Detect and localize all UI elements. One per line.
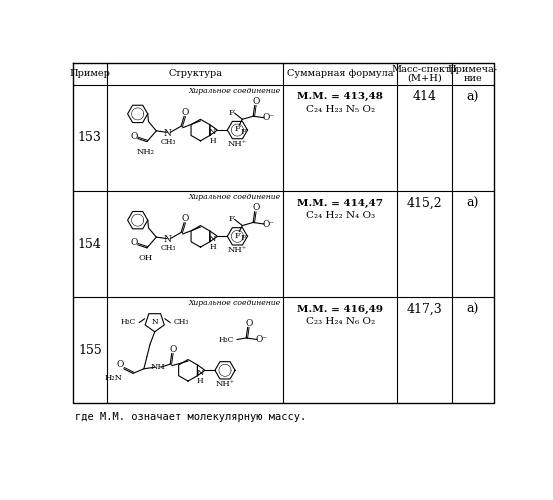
Text: H₃C: H₃C	[218, 336, 234, 344]
Text: F: F	[234, 232, 241, 239]
Text: C₂₄ H₂₂ N₄ O₃: C₂₄ H₂₂ N₄ O₃	[306, 211, 375, 220]
Text: O⁻: O⁻	[263, 114, 275, 122]
Text: O: O	[181, 214, 189, 223]
Text: 414: 414	[413, 90, 436, 104]
Text: O: O	[131, 132, 138, 140]
Text: М.М. = 416,49: М.М. = 416,49	[297, 305, 383, 314]
Text: O: O	[246, 319, 253, 328]
Text: N: N	[152, 318, 158, 326]
Text: 155: 155	[78, 344, 102, 357]
Text: М.М. = 413,48: М.М. = 413,48	[298, 92, 383, 102]
Text: N: N	[196, 368, 204, 376]
Text: NH₂: NH₂	[137, 148, 154, 156]
Text: H₂N: H₂N	[104, 374, 122, 382]
Text: N: N	[209, 128, 216, 136]
Text: 415,2: 415,2	[406, 196, 442, 209]
Text: F: F	[241, 128, 247, 136]
Text: Примеча-: Примеча-	[448, 64, 498, 74]
Text: N: N	[164, 235, 172, 244]
Text: а): а)	[467, 196, 479, 209]
Text: O⁻: O⁻	[255, 335, 268, 344]
Text: H₃C: H₃C	[121, 318, 136, 326]
Text: 153: 153	[78, 132, 102, 144]
Text: CH₃: CH₃	[173, 318, 189, 326]
Text: H: H	[197, 377, 204, 385]
Text: CH₃: CH₃	[160, 244, 176, 252]
Text: NH⁺: NH⁺	[228, 140, 247, 148]
Text: H: H	[209, 137, 216, 145]
Text: C₂₃ H₂₄ N₆ O₂: C₂₃ H₂₄ N₆ O₂	[306, 318, 375, 326]
Text: а): а)	[467, 303, 479, 316]
Text: где М.М. означает молекулярную массу.: где М.М. означает молекулярную массу.	[75, 412, 306, 422]
Text: F: F	[228, 216, 234, 224]
Text: N: N	[209, 234, 216, 242]
Text: ние: ние	[463, 74, 482, 83]
Text: CH₃: CH₃	[160, 138, 176, 145]
Text: O: O	[253, 97, 260, 106]
Text: Хиральное соединение: Хиральное соединение	[188, 193, 280, 201]
Text: N: N	[164, 128, 172, 138]
Text: Суммарная формула: Суммарная формула	[287, 70, 394, 78]
Text: а): а)	[467, 90, 479, 104]
Text: O: O	[131, 238, 138, 247]
Text: Хиральное соединение: Хиральное соединение	[188, 300, 280, 308]
Text: NH: NH	[150, 363, 165, 371]
Text: Хиральное соединение: Хиральное соединение	[188, 87, 280, 95]
Text: H: H	[209, 243, 216, 251]
Text: (М+Н): (М+Н)	[407, 74, 442, 83]
Text: O: O	[181, 108, 189, 117]
Text: C₂₄ H₂₃ N₅ O₂: C₂₄ H₂₃ N₅ O₂	[306, 105, 375, 114]
Text: NH⁺: NH⁺	[216, 380, 234, 388]
Text: Масс-спектр: Масс-спектр	[392, 64, 457, 74]
Text: OH: OH	[138, 254, 153, 262]
Text: 417,3: 417,3	[406, 303, 442, 316]
Text: М.М. = 414,47: М.М. = 414,47	[297, 198, 383, 207]
Text: 154: 154	[78, 238, 102, 250]
Text: NH⁺: NH⁺	[228, 246, 247, 254]
Text: O: O	[116, 360, 123, 370]
Text: O: O	[253, 204, 260, 212]
Text: Структура: Структура	[168, 70, 222, 78]
Text: F: F	[241, 234, 247, 242]
Text: Пример: Пример	[69, 70, 110, 78]
Text: F: F	[228, 109, 234, 117]
Text: O: O	[170, 345, 177, 354]
Text: F: F	[234, 126, 241, 134]
Text: O⁻: O⁻	[263, 220, 275, 228]
